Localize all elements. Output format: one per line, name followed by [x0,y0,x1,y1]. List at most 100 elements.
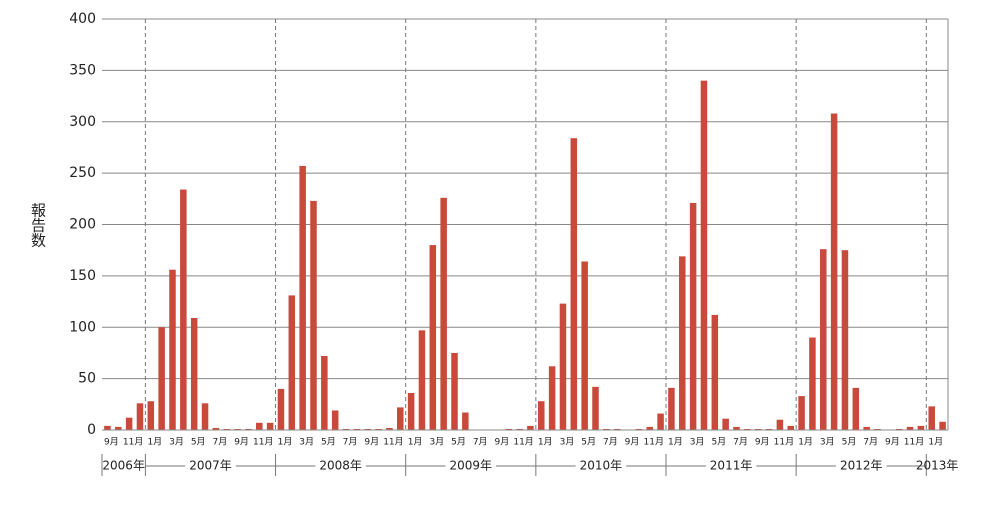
x-tick-label: 11月 [513,437,533,448]
year-label: 2007年 [189,459,232,473]
x-tick-label: 1月 [408,437,423,448]
y-tick-label: 200 [69,217,96,233]
bar [830,113,838,430]
bar [321,356,328,430]
x-tick-label: 3月 [429,437,444,448]
x-tick-label: 9月 [104,437,119,448]
bar [115,426,122,430]
bar [874,428,881,430]
x-tick-label: 11月 [644,437,664,448]
year-label: 2013年 [916,459,959,473]
x-tick-label: 5月 [842,437,857,448]
bar [733,426,740,430]
bar [776,419,784,430]
year-label: 2009年 [449,459,492,473]
bar [722,418,729,430]
y-tick-label: 300 [69,114,96,130]
x-tick-label: 9月 [885,437,900,448]
bar [407,393,415,430]
bar [364,428,371,430]
bar [863,426,870,430]
bar [288,295,296,430]
bar [310,200,317,430]
bar [331,410,339,430]
x-tick-label: 5月 [321,437,336,448]
bar [440,197,447,430]
bar [375,428,382,430]
bar [787,425,794,430]
bar [538,401,545,430]
bar [190,318,198,430]
x-tick-label: 3月 [560,437,575,448]
bar [939,421,946,430]
x-tick-label: 11月 [253,437,273,448]
bar [462,412,469,430]
x-tick-label: 5月 [451,437,466,448]
bar [386,427,393,430]
x-tick-label: 1月 [668,437,683,448]
y-tick-label: 0 [87,422,96,438]
bar [418,330,426,430]
x-tick-label: 3月 [820,437,835,448]
bar [689,202,697,430]
x-tick-label: 11月 [123,437,143,448]
x-tick-label: 9月 [234,437,249,448]
bar [635,428,643,430]
bar [613,428,621,430]
bar [180,189,187,430]
bar [646,426,653,430]
bar [516,428,523,430]
bar [906,426,914,430]
y-tick-label: 150 [69,268,96,284]
bar [158,327,165,430]
bar [809,337,816,430]
bar [451,352,458,430]
bar [299,165,306,430]
bar [125,417,133,430]
x-tick-label: 5月 [581,437,596,448]
bar [256,422,263,430]
x-tick-label: 7月 [733,437,748,448]
bar [592,386,599,430]
x-tick-label: 7月 [863,437,878,448]
x-tick-label: 9月 [495,437,510,448]
bar [895,428,903,430]
bar [397,407,404,430]
bar [559,303,567,430]
bar [245,428,252,430]
bar [147,401,155,430]
bar [570,138,578,430]
x-tick-label: 3月 [690,437,705,448]
y-axis-label: 報告数 [29,203,47,248]
bar [223,428,230,430]
bar [917,425,925,430]
x-tick-label: 1月 [928,437,943,448]
bar [342,428,350,430]
bar [928,406,935,430]
bar [668,387,675,430]
bar [820,249,827,430]
bar [104,425,111,430]
bar [201,403,209,430]
year-label: 2011年 [710,459,753,473]
y-tick-label: 350 [69,62,96,78]
year-label: 2010年 [580,459,623,473]
x-tick-label: 7月 [213,437,228,448]
x-tick-label: 7月 [343,437,358,448]
x-tick-label: 9月 [755,437,770,448]
bar [841,250,849,430]
bar [852,387,860,430]
bar [527,425,534,430]
x-tick-label: 1月 [538,437,553,448]
bar [505,428,512,430]
bar [429,245,437,430]
bar [353,428,361,430]
bar [234,428,241,430]
x-tick-label: 11月 [904,437,924,448]
x-tick-label: 7月 [603,437,618,448]
bar [744,428,751,430]
bar [798,396,805,430]
x-tick-label: 1月 [147,437,162,448]
y-tick-label: 250 [69,165,96,181]
